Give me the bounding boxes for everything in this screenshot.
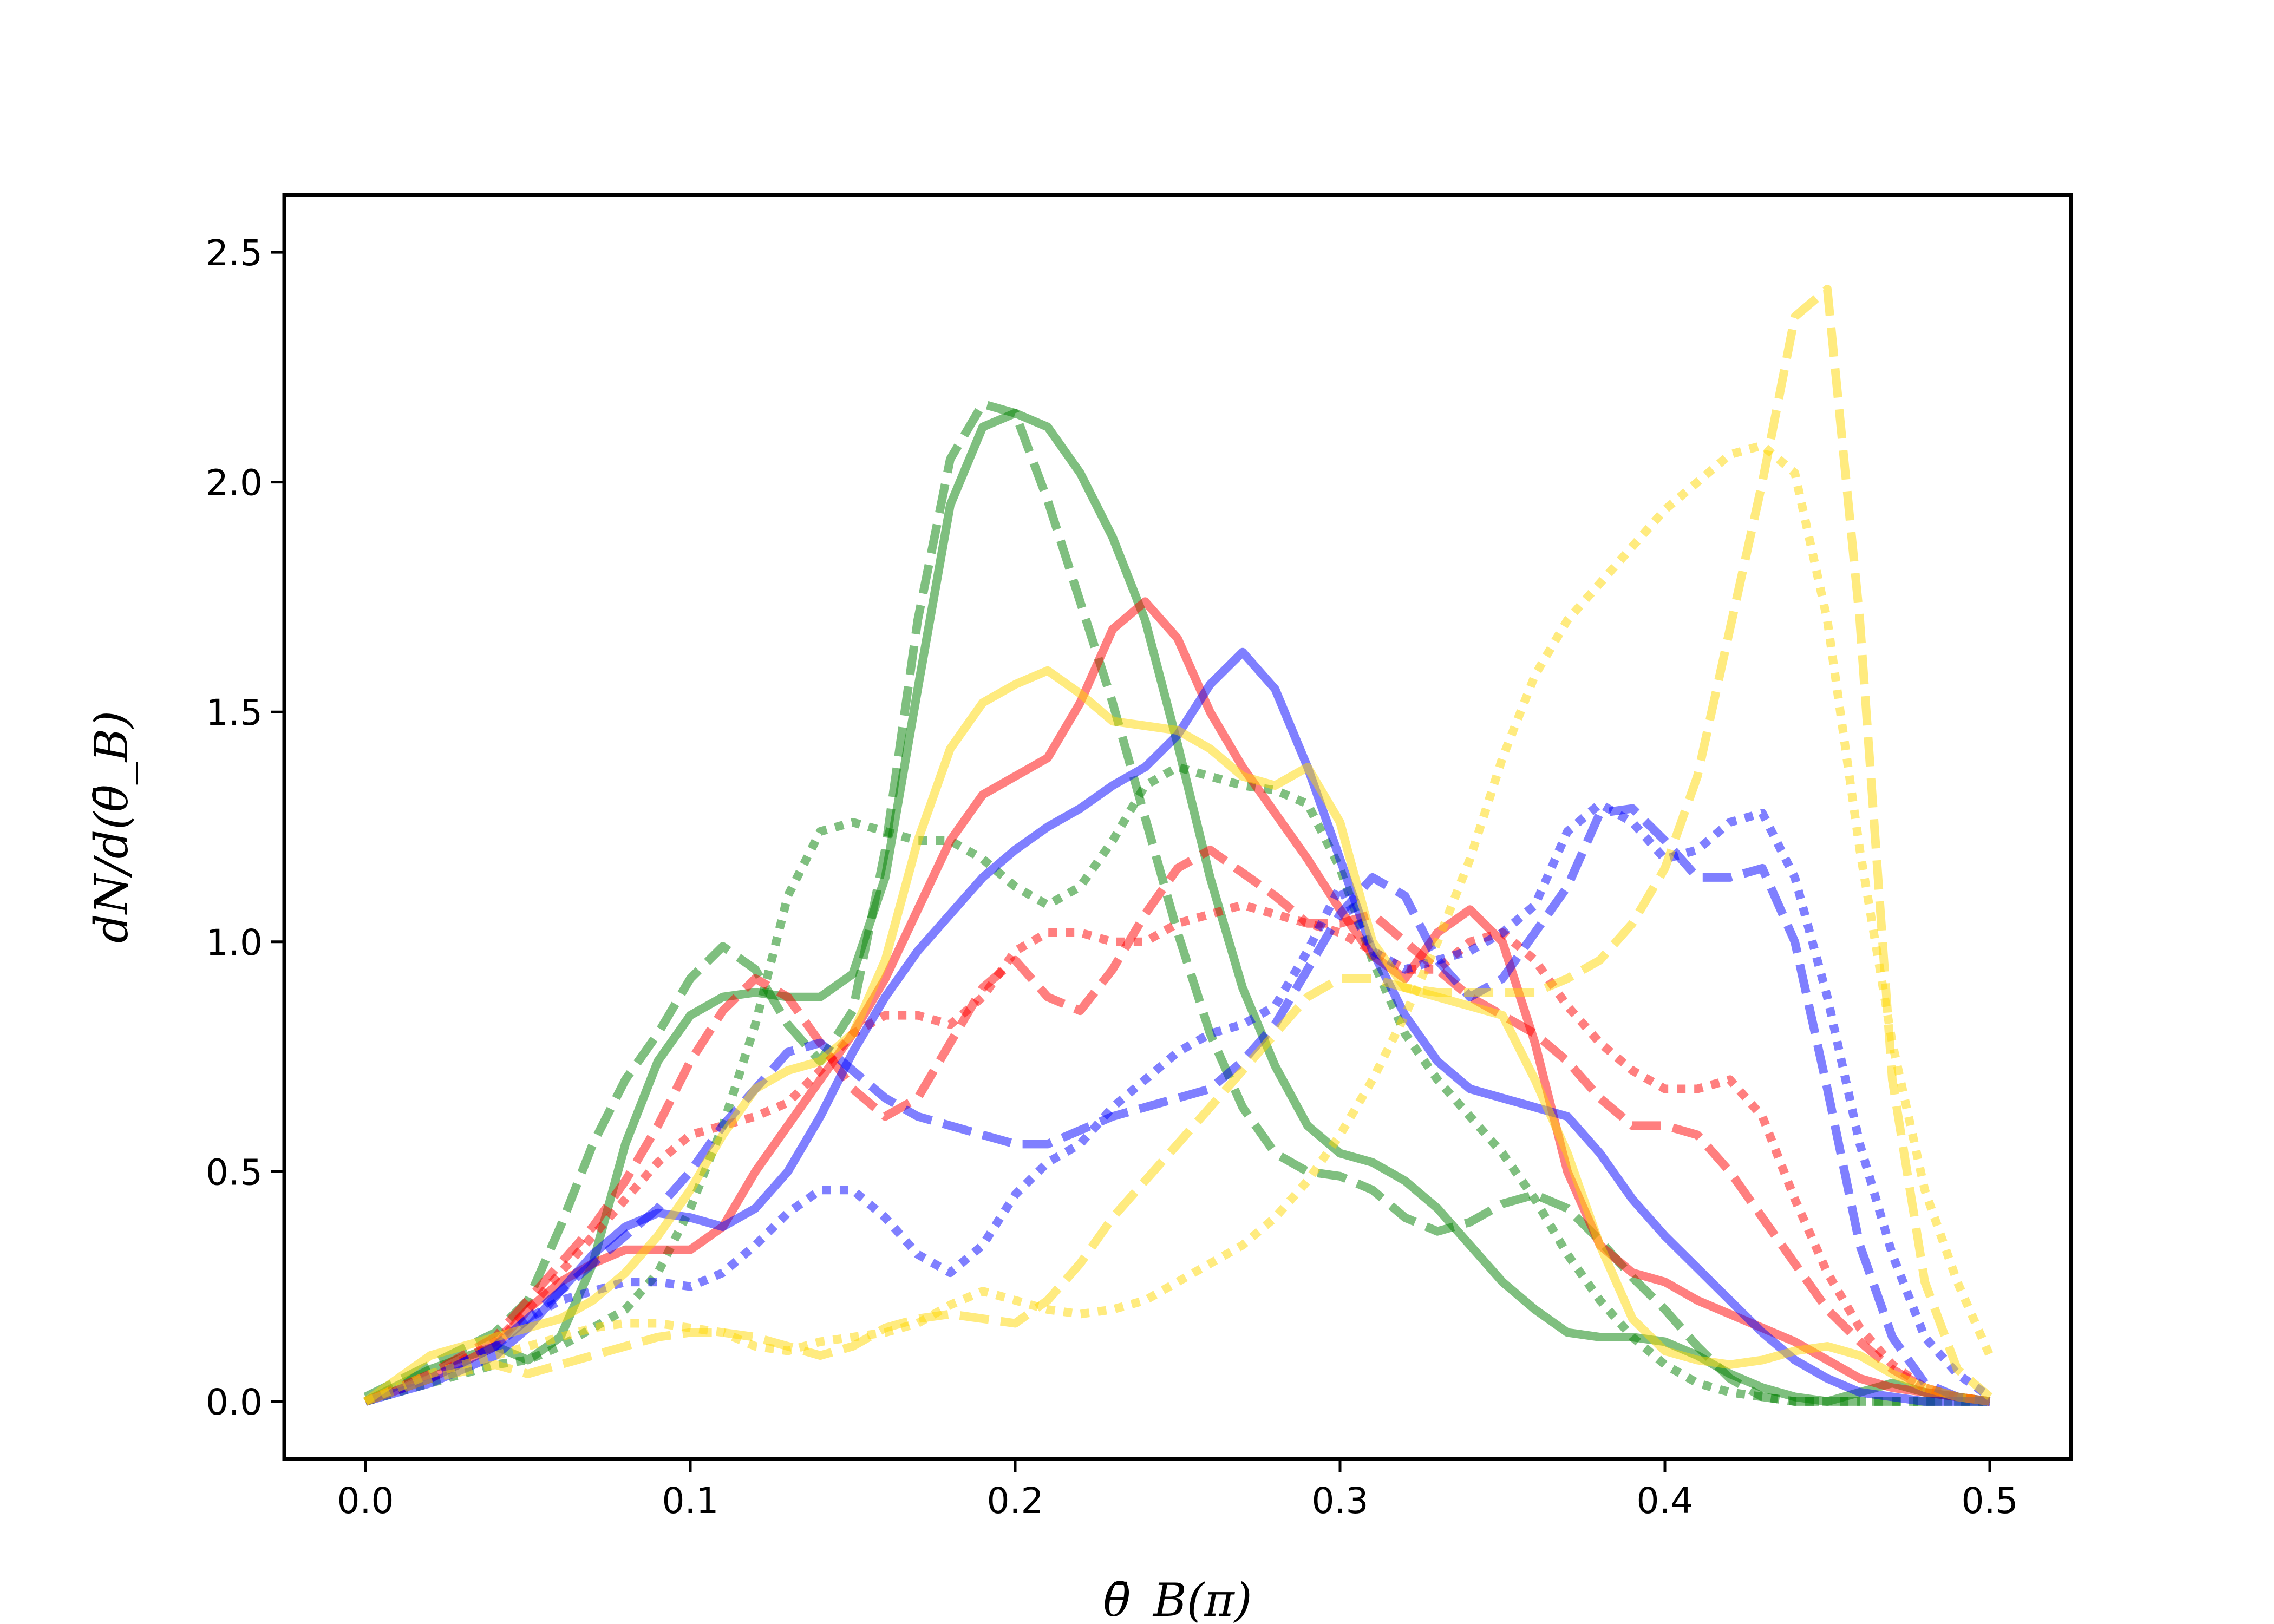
series-line-4-solid: [364, 597, 1991, 1406]
series-line-8-dashed: [364, 804, 1991, 1406]
series-line-3-dotted: [364, 763, 1990, 1406]
series-line-10-solid: [363, 666, 1991, 1406]
series-line-5-dashed: [363, 846, 1991, 1406]
x-tick-label: 0.3: [1312, 1480, 1369, 1522]
y-tick-label: 2.5: [206, 232, 263, 274]
x-tick-label: 0.2: [987, 1480, 1044, 1522]
series-line-11-dashed: [364, 285, 1993, 1406]
y-tick-label: 2.0: [206, 462, 263, 504]
x-tick-label: 0.1: [662, 1480, 719, 1522]
y-ticks: 0.0 0.5 1.0 1.5 2.0 2.5: [206, 232, 284, 1423]
x-tick-label: 0.0: [337, 1480, 394, 1522]
series-line-2-dashed: [363, 400, 1990, 1406]
series-line-6-dotted: [364, 900, 1991, 1406]
y-tick-label: 0.5: [206, 1151, 263, 1193]
x-tick-label: 0.4: [1637, 1480, 1694, 1522]
plot-frame: [282, 193, 2073, 1461]
x-ticks: 0.0 0.1 0.2 0.3 0.4 0.5: [337, 1459, 2018, 1522]
y-tick-label: 1.5: [206, 692, 263, 734]
series-line-9-dotted: [364, 800, 1992, 1406]
series-layer: [363, 285, 1994, 1406]
y-tick-label: 1.0: [206, 922, 263, 964]
y-axis-label: dN/d(θ̄_B): [85, 711, 138, 943]
x-axis-label: θ̄_B(π): [1103, 1574, 1252, 1624]
series-line-12-dotted: [363, 441, 1994, 1406]
x-tick-label: 0.5: [1962, 1480, 2018, 1522]
series-line-7-solid: [364, 647, 1990, 1406]
y-tick-label: 0.0: [206, 1381, 263, 1423]
